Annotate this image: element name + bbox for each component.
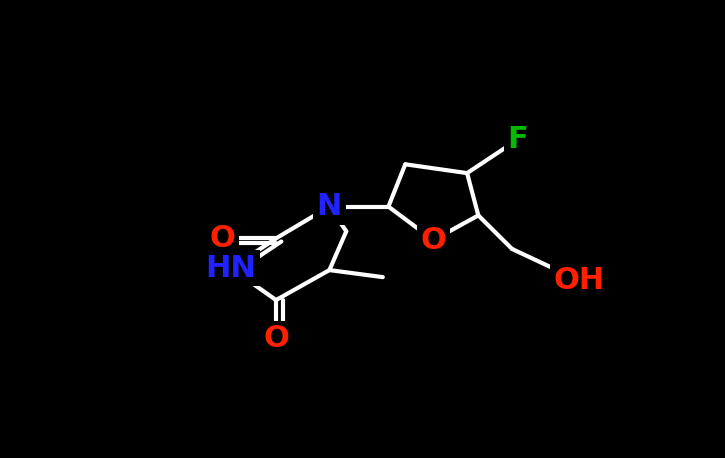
Text: OH: OH	[554, 266, 605, 295]
Text: O: O	[263, 324, 289, 354]
Text: O: O	[420, 226, 447, 255]
Text: O: O	[210, 224, 236, 253]
Text: HN: HN	[206, 254, 257, 283]
Text: N: N	[317, 192, 342, 221]
Text: F: F	[507, 125, 528, 154]
